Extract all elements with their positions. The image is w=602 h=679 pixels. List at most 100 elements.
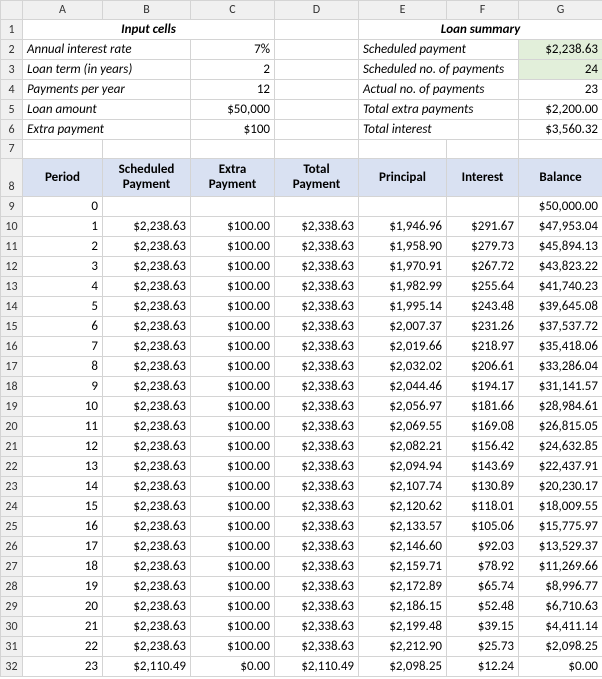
cell-scheduled[interactable]: $2,238.63 bbox=[103, 437, 191, 457]
cell-scheduled[interactable]: $2,238.63 bbox=[103, 577, 191, 597]
cell-extra[interactable]: $100.00 bbox=[191, 277, 275, 297]
cell-total[interactable]: $2,338.63 bbox=[275, 357, 359, 377]
cell-principal[interactable]: $1,995.14 bbox=[359, 297, 447, 317]
col-header-g[interactable]: G bbox=[519, 1, 602, 20]
row-header[interactable]: 32 bbox=[1, 657, 23, 677]
cell[interactable] bbox=[275, 100, 359, 120]
cell[interactable] bbox=[275, 20, 359, 40]
cell-principal[interactable]: $2,107.74 bbox=[359, 477, 447, 497]
cell-scheduled[interactable]: $2,238.63 bbox=[103, 237, 191, 257]
summary-value[interactable]: $2,200.00 bbox=[519, 100, 602, 120]
cell-extra[interactable]: $100.00 bbox=[191, 317, 275, 337]
cell-extra[interactable]: $100.00 bbox=[191, 257, 275, 277]
cell-principal[interactable]: $2,172.89 bbox=[359, 577, 447, 597]
cell-interest[interactable]: $169.08 bbox=[447, 417, 519, 437]
cell-balance[interactable]: $31,141.57 bbox=[519, 377, 602, 397]
row-header[interactable]: 24 bbox=[1, 497, 23, 517]
row-header[interactable]: 4 bbox=[1, 80, 23, 100]
amort-header-period[interactable]: Period bbox=[23, 159, 103, 197]
cell-balance[interactable]: $15,775.97 bbox=[519, 517, 602, 537]
cell-period[interactable]: 7 bbox=[23, 337, 103, 357]
cell-balance[interactable]: $45,894.13 bbox=[519, 237, 602, 257]
cell-scheduled[interactable]: $2,238.63 bbox=[103, 417, 191, 437]
cell-scheduled[interactable]: $2,238.63 bbox=[103, 357, 191, 377]
cell-total[interactable]: $2,338.63 bbox=[275, 217, 359, 237]
row-header[interactable]: 17 bbox=[1, 357, 23, 377]
cell-total[interactable]: $2,338.63 bbox=[275, 237, 359, 257]
cell-scheduled[interactable]: $2,238.63 bbox=[103, 277, 191, 297]
row-header[interactable]: 11 bbox=[1, 237, 23, 257]
cell-period[interactable]: 13 bbox=[23, 457, 103, 477]
cell-interest[interactable]: $194.17 bbox=[447, 377, 519, 397]
cell-scheduled[interactable]: $2,238.63 bbox=[103, 257, 191, 277]
cell-principal[interactable]: $1,958.90 bbox=[359, 237, 447, 257]
cell-total[interactable]: $2,338.63 bbox=[275, 537, 359, 557]
row-header[interactable]: 14 bbox=[1, 297, 23, 317]
cell-balance[interactable]: $33,286.04 bbox=[519, 357, 602, 377]
cell-principal[interactable]: $2,056.97 bbox=[359, 397, 447, 417]
cell-principal[interactable]: $2,082.21 bbox=[359, 437, 447, 457]
cell-total[interactable]: $2,338.63 bbox=[275, 617, 359, 637]
cell-period[interactable]: 20 bbox=[23, 597, 103, 617]
cell-principal[interactable]: $2,146.60 bbox=[359, 537, 447, 557]
cell-extra[interactable]: $100.00 bbox=[191, 437, 275, 457]
cell-principal[interactable]: $1,946.96 bbox=[359, 217, 447, 237]
input-label[interactable]: Annual interest rate bbox=[23, 40, 191, 60]
amort-header-principal[interactable]: Principal bbox=[359, 159, 447, 197]
row-header[interactable]: 3 bbox=[1, 60, 23, 80]
cell-period[interactable]: 0 bbox=[23, 197, 103, 217]
cell-total[interactable]: $2,338.63 bbox=[275, 337, 359, 357]
row-header[interactable]: 16 bbox=[1, 337, 23, 357]
row-header[interactable]: 12 bbox=[1, 257, 23, 277]
cell-scheduled[interactable]: $2,238.63 bbox=[103, 397, 191, 417]
amort-header-interest[interactable]: Interest bbox=[447, 159, 519, 197]
row-header[interactable]: 31 bbox=[1, 637, 23, 657]
cell-interest[interactable]: $218.97 bbox=[447, 337, 519, 357]
cell-balance[interactable]: $2,098.25 bbox=[519, 637, 602, 657]
cell-total[interactable]: $2,338.63 bbox=[275, 277, 359, 297]
input-cells-title[interactable]: Input cells bbox=[23, 20, 275, 40]
summary-label[interactable]: Total interest bbox=[359, 120, 519, 140]
cell-period[interactable]: 4 bbox=[23, 277, 103, 297]
row-header[interactable]: 20 bbox=[1, 417, 23, 437]
cell[interactable] bbox=[519, 140, 602, 159]
cell-principal[interactable]: $2,032.02 bbox=[359, 357, 447, 377]
summary-value[interactable]: $3,560.32 bbox=[519, 120, 602, 140]
cell-period[interactable]: 23 bbox=[23, 657, 103, 677]
cell-balance[interactable]: $4,411.14 bbox=[519, 617, 602, 637]
cell-interest[interactable]: $181.66 bbox=[447, 397, 519, 417]
amort-header-extra[interactable]: ExtraPayment bbox=[191, 159, 275, 197]
cell-principal[interactable]: $2,133.57 bbox=[359, 517, 447, 537]
cell-scheduled[interactable]: $2,238.63 bbox=[103, 537, 191, 557]
spreadsheet-grid[interactable]: A B C D E F G 1 Input cells Loan summary… bbox=[0, 0, 602, 677]
cell-total[interactable]: $2,338.63 bbox=[275, 297, 359, 317]
cell-scheduled[interactable]: $2,238.63 bbox=[103, 597, 191, 617]
cell-interest[interactable]: $130.89 bbox=[447, 477, 519, 497]
cell-balance[interactable]: $8,996.77 bbox=[519, 577, 602, 597]
col-header-a[interactable]: A bbox=[23, 1, 103, 20]
cell-extra[interactable]: $100.00 bbox=[191, 397, 275, 417]
cell-extra[interactable]: $100.00 bbox=[191, 237, 275, 257]
cell-balance[interactable]: $41,740.23 bbox=[519, 277, 602, 297]
cell-interest[interactable]: $105.06 bbox=[447, 517, 519, 537]
cell-interest[interactable]: $156.42 bbox=[447, 437, 519, 457]
cell-principal[interactable]: $2,120.62 bbox=[359, 497, 447, 517]
cell-balance[interactable]: $13,529.37 bbox=[519, 537, 602, 557]
cell-extra[interactable]: $100.00 bbox=[191, 537, 275, 557]
input-value[interactable]: 12 bbox=[191, 80, 275, 100]
cell[interactable] bbox=[275, 120, 359, 140]
cell-balance[interactable]: $24,632.85 bbox=[519, 437, 602, 457]
cell-extra[interactable]: $100.00 bbox=[191, 557, 275, 577]
cell-total[interactable]: $2,110.49 bbox=[275, 657, 359, 677]
cell-total[interactable]: $2,338.63 bbox=[275, 637, 359, 657]
cell-total[interactable]: $2,338.63 bbox=[275, 577, 359, 597]
cell-period[interactable]: 21 bbox=[23, 617, 103, 637]
cell-period[interactable]: 5 bbox=[23, 297, 103, 317]
summary-value[interactable]: $2,238.63 bbox=[519, 40, 602, 60]
row-header[interactable]: 8 bbox=[1, 159, 23, 197]
input-value[interactable]: 7% bbox=[191, 40, 275, 60]
cell[interactable] bbox=[23, 140, 103, 159]
cell-period[interactable]: 9 bbox=[23, 377, 103, 397]
col-header-d[interactable]: D bbox=[275, 1, 359, 20]
cell-principal[interactable]: $2,069.55 bbox=[359, 417, 447, 437]
